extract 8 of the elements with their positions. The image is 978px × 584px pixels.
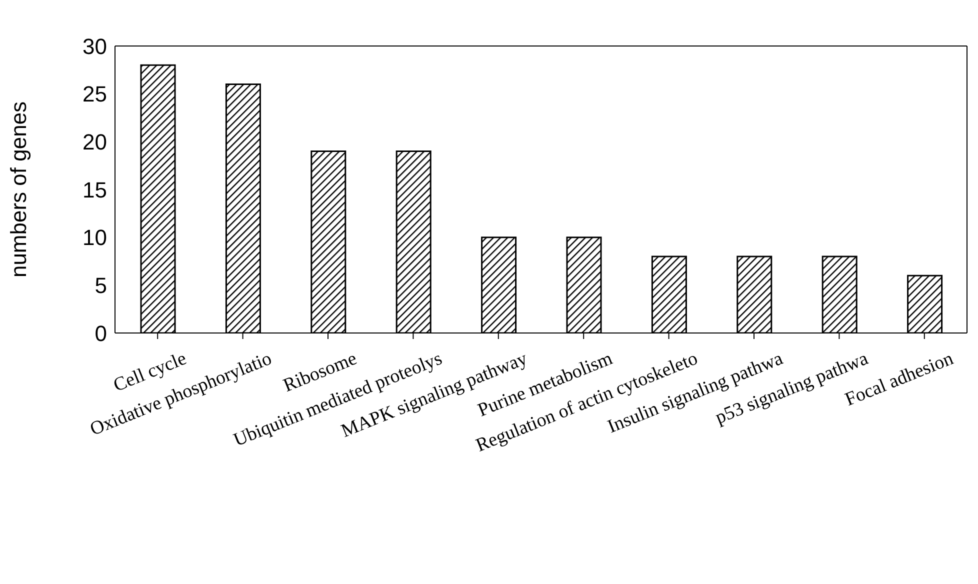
y-tick-label: 10	[82, 225, 107, 250]
y-tick-label: 5	[94, 272, 107, 298]
y-tick-label: 0	[94, 320, 107, 346]
y-tick-label: 25	[82, 82, 107, 107]
y-tick-label: 20	[82, 129, 107, 154]
y-tick-label: 15	[82, 177, 107, 202]
y-axis-title: numbers of genes	[6, 101, 31, 278]
y-tick-label: 30	[82, 34, 107, 59]
